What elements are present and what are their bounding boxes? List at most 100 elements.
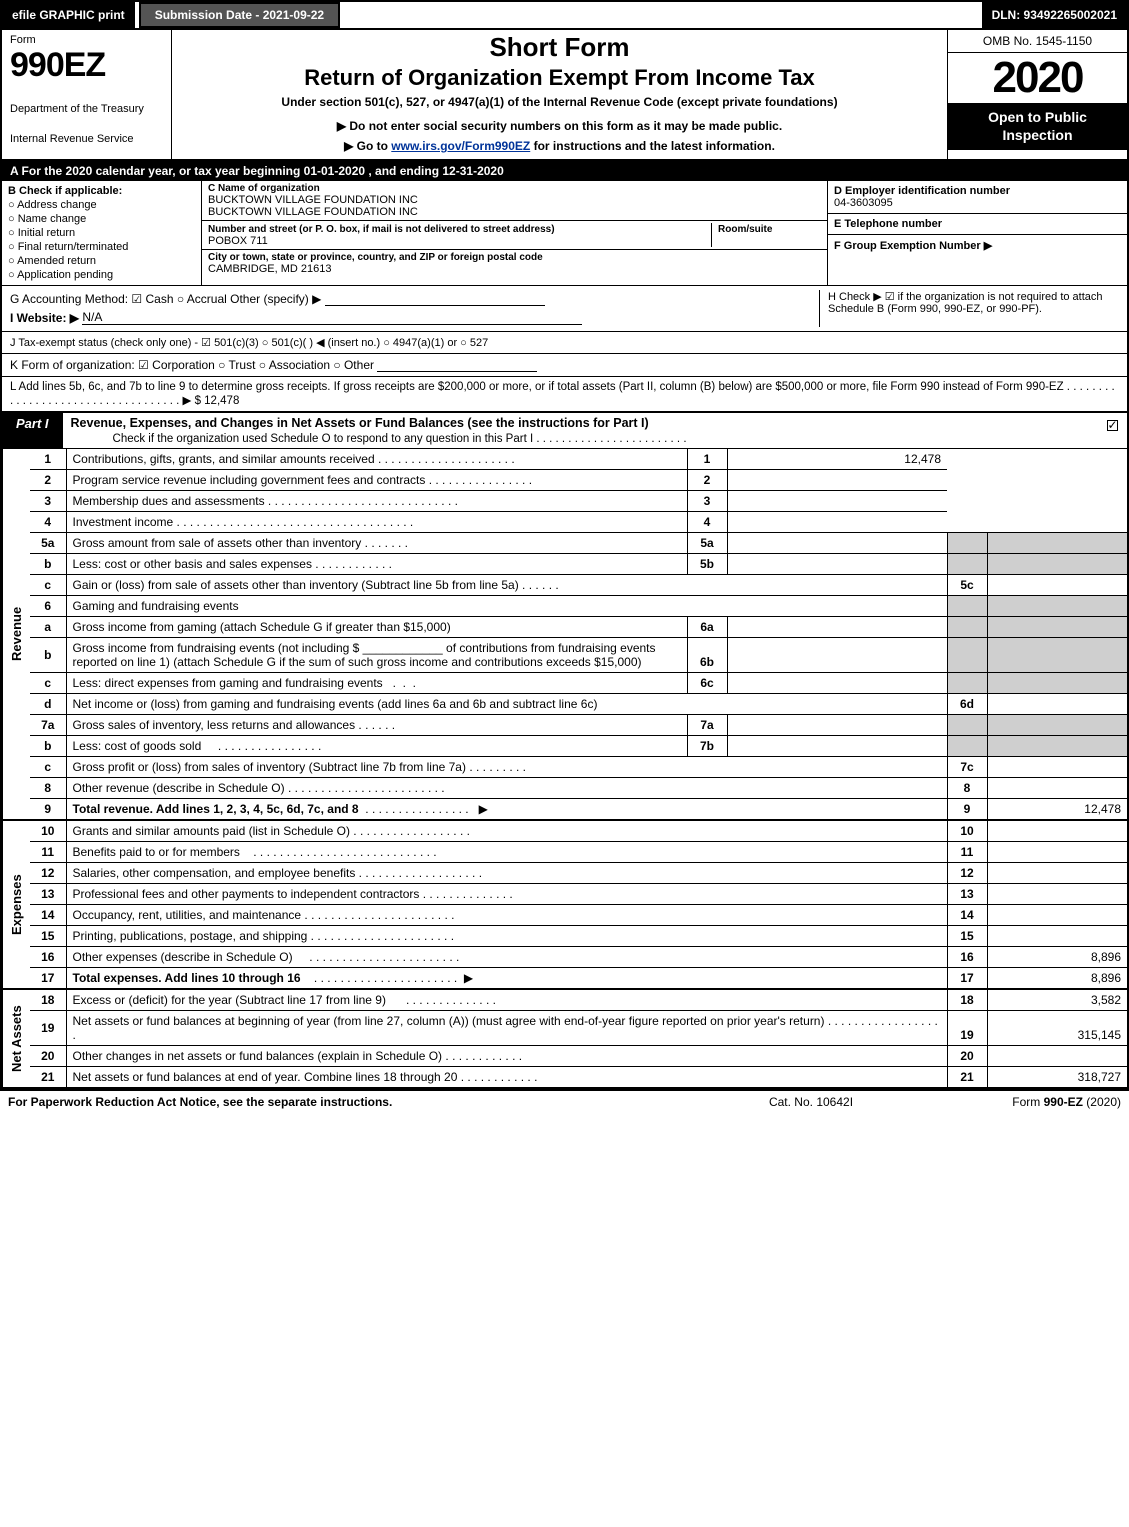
line-7b-val — [727, 736, 947, 757]
line-9: 9Total revenue. Add lines 1, 2, 3, 4, 5c… — [30, 799, 1127, 820]
opt-application-pending[interactable]: Application pending — [8, 269, 195, 281]
line-5c-amt — [987, 575, 1127, 596]
subtitle-under: Under section 501(c), 527, or 4947(a)(1)… — [182, 95, 937, 109]
line-20-num: 20 — [30, 1046, 66, 1067]
line-j: J Tax-exempt status (check only one) - ☑… — [2, 332, 1127, 354]
line-19-col: 19 — [947, 1011, 987, 1046]
line-21-num: 21 — [30, 1067, 66, 1088]
line-6c-col-gray — [947, 673, 987, 694]
line-6c: cLess: direct expenses from gaming and f… — [30, 673, 1127, 694]
line-6a-col-gray — [947, 617, 987, 638]
goto-pre: ▶ Go to — [344, 139, 391, 153]
tax-year: 2020 — [948, 53, 1127, 103]
line-16: 16Other expenses (describe in Schedule O… — [30, 947, 1127, 968]
line-5c-col: 5c — [947, 575, 987, 596]
line-19-desc: Net assets or fund balances at beginning… — [66, 1011, 947, 1046]
line-5b-col-gray — [947, 554, 987, 575]
ein-value: 04-3603095 — [834, 197, 1121, 209]
line-7c-desc: Gross profit or (loss) from sales of inv… — [66, 757, 947, 778]
line-13-num: 13 — [30, 884, 66, 905]
org-name-1: BUCKTOWN VILLAGE FOUNDATION INC — [208, 194, 821, 206]
line-6a-desc: Gross income from gaming (attach Schedul… — [66, 617, 687, 638]
line-12-desc: Salaries, other compensation, and employ… — [66, 863, 947, 884]
efile-print-button[interactable]: efile GRAPHIC print — [2, 2, 135, 28]
line-11-amt — [987, 842, 1127, 863]
line-10-desc: Grants and similar amounts paid (list in… — [66, 821, 947, 842]
line-20-amt — [987, 1046, 1127, 1067]
netassets-table: 18Excess or (deficit) for the year (Subt… — [30, 990, 1127, 1087]
line-5b-num: b — [30, 554, 66, 575]
line-18-col: 18 — [947, 990, 987, 1011]
form-container: efile GRAPHIC print Submission Date - 20… — [0, 0, 1129, 1091]
line-6-num: 6 — [30, 596, 66, 617]
line-15-num: 15 — [30, 926, 66, 947]
line-9-desc: Total revenue. Add lines 1, 2, 3, 4, 5c,… — [66, 799, 947, 820]
box-b-header: B Check if applicable: — [8, 185, 195, 197]
line-21: 21Net assets or fund balances at end of … — [30, 1067, 1127, 1088]
line-8: 8Other revenue (describe in Schedule O) … — [30, 778, 1127, 799]
line-4-num: 4 — [30, 512, 66, 533]
line-9-col: 9 — [947, 799, 987, 820]
line-5c-desc: Gain or (loss) from sale of assets other… — [66, 575, 947, 596]
line-20-col: 20 — [947, 1046, 987, 1067]
dept-treasury: Department of the Treasury — [10, 103, 163, 115]
line-5a: 5aGross amount from sale of assets other… — [30, 533, 1127, 554]
line-6c-amt-gray — [987, 673, 1127, 694]
boxes-def: D Employer identification number 04-3603… — [827, 181, 1127, 285]
expenses-table: 10Grants and similar amounts paid (list … — [30, 821, 1127, 988]
line-6-desc: Gaming and fundraising events — [66, 596, 947, 617]
line-18-desc: Excess or (deficit) for the year (Subtra… — [66, 990, 947, 1011]
street-row: Number and street (or P. O. box, if mail… — [202, 221, 827, 250]
opt-amended-return[interactable]: Amended return — [8, 255, 195, 267]
line-14: 14Occupancy, rent, utilities, and mainte… — [30, 905, 1127, 926]
line-18-amt: 3,582 — [987, 990, 1127, 1011]
opt-address-change[interactable]: Address change — [8, 199, 195, 211]
line-5b-box: 5b — [687, 554, 727, 575]
part-1-check[interactable] — [1097, 413, 1127, 448]
expenses-vlabel: Expenses — [2, 821, 30, 988]
line-19: 19Net assets or fund balances at beginni… — [30, 1011, 1127, 1046]
phone-label: E Telephone number — [834, 218, 1121, 230]
line-6d: dNet income or (loss) from gaming and fu… — [30, 694, 1127, 715]
opt-final-return[interactable]: Final return/terminated — [8, 241, 195, 253]
check-icon — [1107, 420, 1118, 431]
line-7a-box: 7a — [687, 715, 727, 736]
dln-badge: DLN: 93492265002021 — [982, 2, 1127, 28]
line-10: 10Grants and similar amounts paid (list … — [30, 821, 1127, 842]
line-5c: cGain or (loss) from sale of assets othe… — [30, 575, 1127, 596]
goto-post: for instructions and the latest informat… — [530, 139, 775, 153]
line-13-col: 13 — [947, 884, 987, 905]
goto-link[interactable]: www.irs.gov/Form990EZ — [391, 139, 530, 153]
line-13: 13Professional fees and other payments t… — [30, 884, 1127, 905]
topbar-spacer — [340, 2, 981, 28]
form-word: Form — [10, 34, 163, 46]
revenue-table: 1Contributions, gifts, grants, and simil… — [30, 449, 1127, 819]
line-h: H Check ▶ ☑ if the organization is not r… — [819, 290, 1119, 327]
opt-name-change[interactable]: Name change — [8, 213, 195, 225]
line-1-num: 1 — [30, 449, 66, 470]
line-10-col: 10 — [947, 821, 987, 842]
line-k-other-input[interactable] — [377, 371, 537, 372]
line-11-desc: Benefits paid to or for members . . . . … — [66, 842, 947, 863]
line-20: 20Other changes in net assets or fund ba… — [30, 1046, 1127, 1067]
line-11: 11Benefits paid to or for members . . . … — [30, 842, 1127, 863]
opt-initial-return[interactable]: Initial return — [8, 227, 195, 239]
line-3: 3Membership dues and assessments . . . .… — [30, 491, 1127, 512]
line-5b: bLess: cost or other basis and sales exp… — [30, 554, 1127, 575]
meta-gh: G Accounting Method: ☑ Cash ○ Accrual Ot… — [2, 286, 1127, 332]
line-15-desc: Printing, publications, postage, and shi… — [66, 926, 947, 947]
line-5a-num: 5a — [30, 533, 66, 554]
line-7b-col-gray — [947, 736, 987, 757]
line-17-col: 17 — [947, 968, 987, 989]
title-return: Return of Organization Exempt From Incom… — [182, 65, 937, 91]
top-bar: efile GRAPHIC print Submission Date - 20… — [2, 2, 1127, 30]
part-1-header: Part I Revenue, Expenses, and Changes in… — [2, 413, 1127, 449]
line-6: 6Gaming and fundraising events — [30, 596, 1127, 617]
expenses-section: Expenses 10Grants and similar amounts pa… — [2, 821, 1127, 990]
header-center: Short Form Return of Organization Exempt… — [172, 30, 947, 159]
city-value: CAMBRIDGE, MD 21613 — [208, 263, 821, 275]
other-specify-input[interactable] — [325, 305, 545, 306]
box-b: B Check if applicable: Address change Na… — [2, 181, 202, 285]
line-5a-val — [727, 533, 947, 554]
netassets-section: Net Assets 18Excess or (deficit) for the… — [2, 990, 1127, 1089]
